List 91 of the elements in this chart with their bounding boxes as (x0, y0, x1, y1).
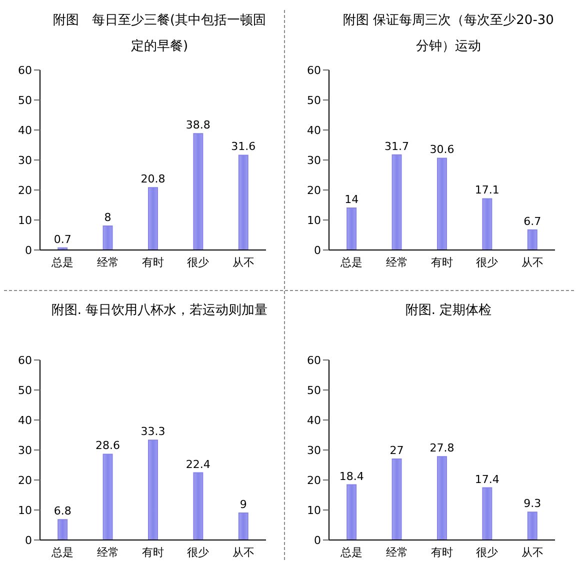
data-label: 31.6 (231, 140, 256, 154)
y-tick-label: 20 (307, 184, 321, 197)
y-tick-label: 60 (307, 64, 321, 77)
x-tick-label: 有时 (142, 256, 164, 269)
data-label: 27.8 (430, 442, 454, 455)
y-tick-label: 0 (314, 244, 321, 257)
x-tick-label: 经常 (96, 256, 119, 269)
y-tick-label: 20 (307, 474, 321, 487)
x-tick-label: 总是 (50, 546, 74, 559)
y-tick-label: 10 (307, 214, 321, 227)
x-tick-label: 总是 (50, 256, 74, 269)
bar (436, 456, 447, 540)
bar (436, 158, 447, 250)
bar (238, 512, 248, 540)
chart-title: 附图. 定期体检 (404, 302, 493, 320)
data-label: 9.3 (524, 497, 542, 510)
y-tick-label: 60 (18, 64, 32, 77)
x-tick-label: 很少 (187, 256, 210, 269)
x-tick-label: 经常 (386, 546, 408, 559)
x-tick-label: 从不 (232, 256, 254, 269)
data-label: 33.3 (140, 425, 166, 438)
bar (392, 458, 402, 540)
y-tick-label: 20 (18, 184, 32, 197)
y-tick-label: 40 (18, 414, 32, 427)
y-tick-label: 40 (307, 414, 321, 427)
y-tick-label: 50 (18, 384, 32, 397)
y-tick-label: 40 (307, 124, 321, 137)
y-tick-label: 30 (307, 154, 321, 167)
bar (193, 472, 204, 540)
x-tick-label: 从不 (232, 546, 254, 559)
data-label: 30.6 (430, 143, 454, 156)
x-tick-label: 有时 (431, 256, 453, 269)
x-tick-label: 很少 (187, 546, 210, 559)
x-tick-label: 很少 (476, 256, 498, 269)
chart-title: 附图 每日至少三餐(其中包括一顿固定的早餐) (52, 12, 268, 56)
bar (482, 198, 492, 250)
data-label: 14 (344, 193, 359, 206)
y-tick-label: 10 (18, 214, 32, 227)
bar (148, 187, 158, 250)
data-label: 28.6 (96, 439, 120, 452)
y-tick-label: 10 (18, 504, 32, 517)
bar (102, 454, 113, 540)
y-tick-label: 60 (307, 354, 321, 367)
bar (238, 154, 248, 250)
bar (346, 208, 357, 250)
y-tick-label: 50 (307, 384, 321, 397)
data-label: 38.8 (186, 118, 210, 132)
y-tick-label: 50 (307, 94, 321, 107)
bar (58, 519, 68, 540)
y-tick-label: 30 (18, 154, 32, 167)
y-tick-label: 0 (25, 244, 32, 257)
data-label: 6.8 (54, 504, 72, 518)
data-label: 20.8 (140, 172, 166, 186)
y-tick-label: 20 (18, 474, 32, 487)
bar (346, 484, 357, 540)
x-tick-label: 经常 (386, 256, 408, 269)
bar (102, 226, 113, 250)
data-label: 18.4 (339, 470, 364, 483)
bar (527, 512, 538, 540)
data-label: 0.7 (54, 232, 72, 246)
data-label: 27 (390, 444, 404, 457)
y-tick-label: 30 (307, 444, 321, 457)
x-tick-label: 从不 (521, 546, 544, 559)
x-tick-label: 有时 (142, 546, 164, 559)
y-tick-label: 60 (18, 354, 32, 367)
x-tick-label: 总是 (340, 546, 363, 559)
bar (193, 133, 204, 250)
data-label: 6.7 (524, 214, 542, 228)
y-tick-label: 0 (314, 534, 321, 547)
chart-title: 附图 保证每周三次（每次至少20-30分钟）运动 (342, 12, 555, 56)
data-label: 22.4 (186, 458, 210, 471)
data-label: 31.7 (384, 140, 410, 153)
data-label: 8 (104, 211, 112, 224)
x-tick-label: 经常 (96, 546, 119, 559)
y-tick-label: 30 (18, 444, 32, 457)
chart-title: 附图. 每日饮用八杯水，若运动则加量 (50, 302, 269, 320)
data-label: 9 (240, 498, 247, 511)
x-tick-label: 有时 (431, 546, 453, 559)
y-tick-label: 50 (18, 94, 32, 107)
bar (392, 154, 402, 250)
data-label: 17.1 (474, 184, 500, 197)
y-tick-label: 0 (25, 534, 32, 547)
y-tick-label: 10 (307, 504, 321, 517)
bar (482, 487, 492, 540)
x-tick-label: 从不 (521, 256, 544, 269)
x-tick-label: 很少 (476, 546, 498, 559)
y-tick-label: 40 (18, 124, 32, 137)
x-tick-label: 总是 (340, 256, 363, 269)
data-label: 17.4 (474, 472, 500, 486)
bar (148, 440, 158, 540)
bar (527, 229, 538, 250)
